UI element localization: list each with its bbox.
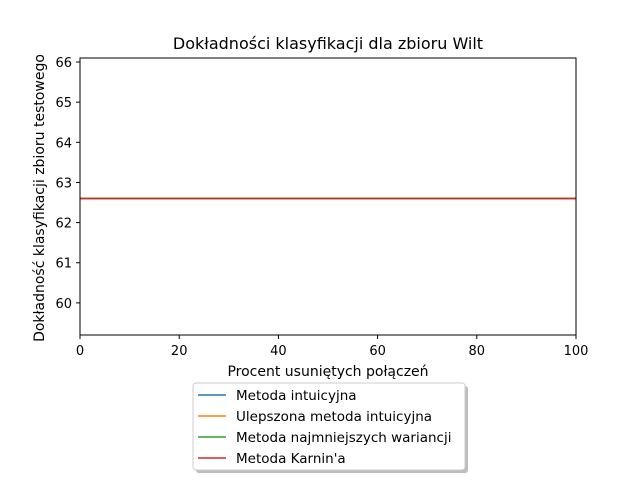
x-tick-label: 80 xyxy=(469,344,486,359)
chart-title: Dokładności klasyfikacji dla zbioru Wilt xyxy=(173,34,483,53)
x-tick-label: 20 xyxy=(171,344,188,359)
y-tick-label: 60 xyxy=(55,297,72,312)
legend-box xyxy=(192,382,466,471)
plot-area: 0 20 40 60 80 100 60 61 62 63 64 65 66 xyxy=(55,56,588,359)
x-axis-title: Procent usuniętych połączeń xyxy=(227,364,428,380)
legend-label-3: Metoda najmniejszych wariancji xyxy=(236,430,451,446)
legend-label-1: Metoda intuicyjna xyxy=(236,388,357,404)
x-tick-label: 100 xyxy=(564,344,589,359)
x-tick-label: 40 xyxy=(270,344,287,359)
legend-label-2: Ulepszona metoda intuicyjna xyxy=(236,409,432,425)
y-tick-label: 65 xyxy=(55,96,72,111)
x-tick-label: 0 xyxy=(76,344,84,359)
y-tick-label: 62 xyxy=(55,217,72,232)
x-tick-label: 60 xyxy=(369,344,386,359)
axes-frame xyxy=(79,57,577,336)
legend: Metoda intuicyjna Ulepszona metoda intuic… xyxy=(192,382,468,473)
y-tick-label: 61 xyxy=(55,257,72,272)
y-axis-title: Dokładność klasyfikacji zbioru testowego xyxy=(32,54,48,342)
y-tick-label: 64 xyxy=(55,136,72,151)
y-tick-label: 63 xyxy=(55,176,72,191)
y-tick-label: 66 xyxy=(55,56,72,71)
legend-label-4: Metoda Karnin'a xyxy=(236,451,346,467)
